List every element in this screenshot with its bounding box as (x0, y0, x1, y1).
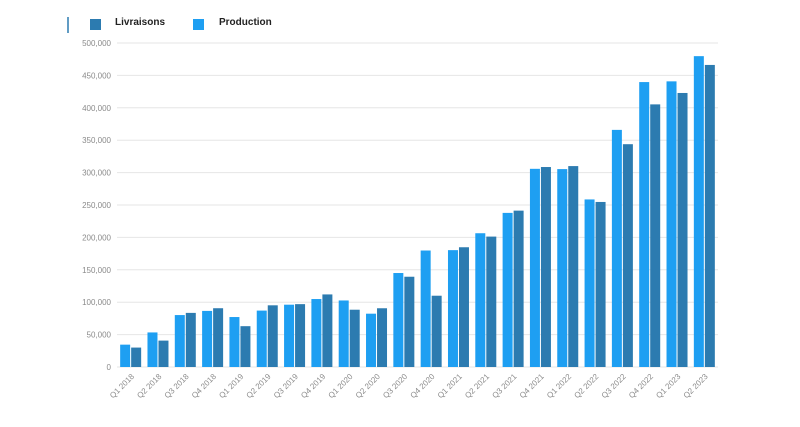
y-tick-label: 500,000 (82, 39, 111, 48)
bar-livraisons (185, 312, 196, 367)
x-axis: Q1 2018 Q2 2018 Q3 2018 Q4 2018 Q1 2019 Q2 20… (108, 372, 710, 400)
legend: Livraisons Production (67, 17, 272, 33)
bar-livraisons (349, 309, 360, 367)
y-tick-label: 150,000 (82, 266, 111, 275)
bars (120, 56, 715, 368)
bar-production (447, 250, 458, 367)
bar-livraisons (458, 247, 469, 367)
bar-livraisons (595, 201, 606, 367)
y-tick-label: 100,000 (82, 298, 111, 307)
bar-livraisons (677, 92, 688, 368)
bar-livraisons (295, 304, 306, 367)
x-tick-label: Q2 2021 (463, 372, 491, 400)
legend-label-livraisons: Livraisons (115, 17, 165, 28)
bar-production (529, 168, 540, 367)
bar-production (611, 129, 622, 367)
bar-livraisons (404, 276, 415, 367)
bar-livraisons (704, 64, 715, 367)
x-tick-label: Q4 2020 (408, 372, 436, 400)
y-tick-label: 400,000 (82, 104, 111, 113)
bar-livraisons (322, 294, 333, 367)
bar-production (584, 199, 595, 367)
legend-swatch-production (193, 19, 204, 30)
bar-production (338, 300, 349, 367)
x-tick-label: Q4 2022 (627, 372, 655, 400)
x-tick-label: Q4 2021 (518, 372, 546, 400)
x-tick-label: Q1 2022 (545, 372, 573, 400)
bar-production (147, 332, 158, 367)
y-axis: 0 50,000 100,000 150,000 200,000 250,000 300,0… (82, 39, 111, 372)
bar-livraisons (158, 340, 169, 367)
bar-livraisons (650, 104, 661, 367)
x-tick-label: Q1 2023 (654, 372, 682, 400)
bar-livraisons (568, 166, 579, 367)
bar-livraisons (622, 144, 633, 367)
legend-label-production: Production (219, 17, 272, 28)
bar-livraisons (377, 308, 388, 367)
x-tick-label: Q1 2020 (327, 372, 355, 400)
bar-production (393, 273, 404, 367)
bar-livraisons (131, 347, 142, 367)
y-tick-label: 450,000 (82, 71, 111, 80)
bar-production (502, 212, 513, 367)
x-tick-label: Q1 2018 (108, 372, 136, 400)
bar-production (311, 299, 322, 367)
x-tick-label: Q2 2023 (682, 372, 710, 400)
bar-production (639, 82, 650, 367)
bar-production (666, 81, 677, 367)
y-tick-label: 350,000 (82, 136, 111, 145)
bar-livraisons (540, 167, 551, 367)
legend-swatch-livraisons (90, 19, 101, 30)
y-tick-label: 0 (107, 363, 112, 372)
bar-production (420, 250, 431, 367)
x-tick-label: Q2 2018 (135, 372, 163, 400)
bar-livraisons (513, 210, 524, 367)
bar-production (174, 315, 185, 367)
bar-livraisons (267, 305, 278, 367)
bar-production (229, 317, 240, 367)
y-tick-label: 50,000 (87, 331, 112, 340)
x-tick-label: Q1 2021 (436, 372, 464, 400)
bar-production (202, 310, 213, 367)
x-tick-label: Q2 2022 (572, 372, 600, 400)
x-tick-label: Q3 2022 (600, 372, 628, 400)
x-tick-label: Q3 2019 (272, 372, 300, 400)
y-tick-label: 200,000 (82, 233, 111, 242)
x-tick-label: Q3 2020 (381, 372, 409, 400)
bar-production (475, 233, 486, 367)
bar-production (557, 169, 568, 367)
bar-production (256, 310, 267, 367)
x-tick-label: Q2 2019 (245, 372, 273, 400)
bar-production (284, 304, 295, 367)
x-tick-label: Q4 2018 (190, 372, 218, 400)
bar-production (120, 344, 131, 367)
bar-livraisons (431, 295, 442, 367)
y-tick-label: 300,000 (82, 169, 111, 178)
x-tick-label: Q2 2020 (354, 372, 382, 400)
bar-livraisons (213, 308, 224, 367)
x-tick-label: Q1 2019 (217, 372, 245, 400)
y-tick-label: 250,000 (82, 201, 111, 210)
bar-livraisons (240, 326, 251, 367)
x-tick-label: Q3 2018 (163, 372, 191, 400)
bar-production (366, 313, 377, 367)
bar-livraisons (486, 236, 497, 367)
x-tick-label: Q3 2021 (490, 372, 518, 400)
x-tick-label: Q4 2019 (299, 372, 327, 400)
bar-production (693, 56, 704, 368)
